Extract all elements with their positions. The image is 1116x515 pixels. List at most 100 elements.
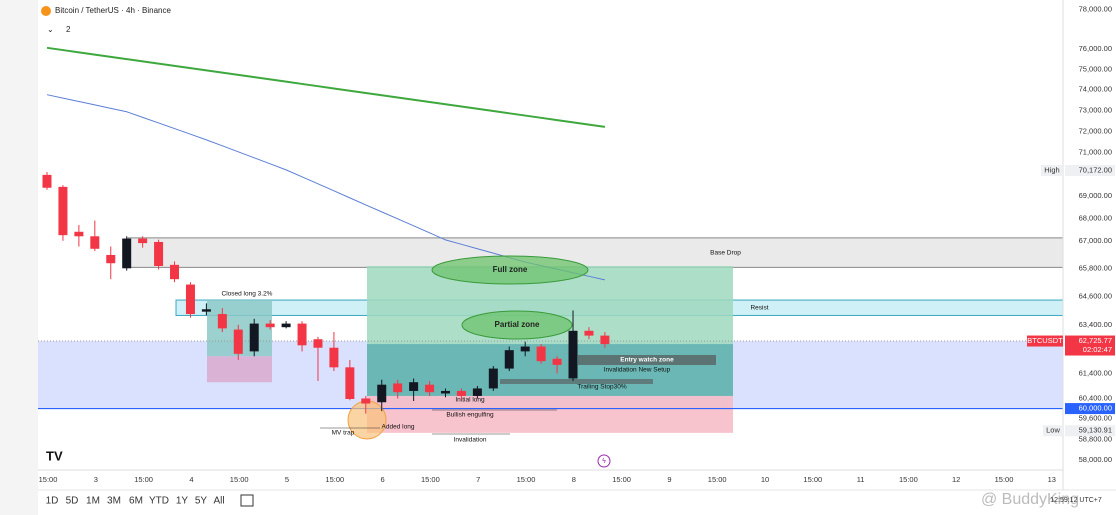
candle-body xyxy=(584,330,594,336)
x-tick-label: 3 xyxy=(94,475,98,484)
zone-ellipse xyxy=(431,255,589,285)
range-button[interactable]: All xyxy=(213,496,224,507)
x-tick-label: 5 xyxy=(285,475,289,484)
candle-body xyxy=(520,346,530,352)
margin xyxy=(0,0,38,515)
annotation: Invalidation New Setup xyxy=(604,367,671,374)
range-button[interactable]: 3M xyxy=(107,496,121,507)
candle-body xyxy=(281,323,291,328)
price-tag-value: 60,000.00 xyxy=(1079,404,1112,413)
candle-body xyxy=(313,339,323,348)
symbol-title: Bitcoin / TetherUS · 4h · Binance xyxy=(55,6,171,15)
range-button[interactable]: 5Y xyxy=(195,496,208,507)
watermark: @ BuddyKing xyxy=(981,491,1079,508)
x-tick-label: 9 xyxy=(667,475,671,484)
x-tick-label: 6 xyxy=(381,475,385,484)
range-button[interactable]: 1Y xyxy=(176,496,189,507)
y-tick-label: 67,000.00 xyxy=(1079,236,1112,245)
candle-body xyxy=(600,335,610,345)
range-button[interactable]: 1D xyxy=(46,496,59,507)
candle-body xyxy=(504,350,514,369)
x-tick-label: 10 xyxy=(761,475,769,484)
zone xyxy=(127,237,1064,268)
candle-body xyxy=(377,384,387,403)
x-tick-label: 15:00 xyxy=(517,475,536,484)
y-tick-label: 60,400.00 xyxy=(1079,393,1112,402)
price-tag-value: 59,130.91 xyxy=(1079,426,1112,435)
candle-body xyxy=(201,309,211,312)
candle-body xyxy=(42,174,52,188)
price-tag-label: Low xyxy=(1046,426,1060,435)
y-tick-label: 63,400.00 xyxy=(1079,320,1112,329)
candle-body xyxy=(170,264,180,280)
y-tick-label: 61,400.00 xyxy=(1079,368,1112,377)
annotation: Full zone xyxy=(493,265,528,274)
x-tick-label: 4 xyxy=(189,475,193,484)
candle-body xyxy=(297,323,307,346)
candle-body xyxy=(536,346,546,362)
annotation: Invalidation xyxy=(454,437,487,444)
label-box xyxy=(500,379,653,384)
x-tick-label: 8 xyxy=(572,475,576,484)
calendar-icon[interactable] xyxy=(240,494,254,507)
y-tick-label: 78,000.00 xyxy=(1079,5,1112,14)
annotation: Bullish engulfing xyxy=(446,412,494,419)
range-button[interactable]: 6M xyxy=(129,496,143,507)
annotation: Trailing Stop30% xyxy=(577,384,626,391)
range-button[interactable]: 1M xyxy=(86,496,100,507)
zone xyxy=(207,356,272,383)
indicator-count: 2 xyxy=(66,25,71,34)
annotation: Added long xyxy=(382,424,415,431)
y-tick-label: 76,000.00 xyxy=(1079,44,1112,53)
price-tag-label-box xyxy=(1027,335,1063,347)
chevron: ⌄ xyxy=(47,25,54,34)
x-tick-label: 15:00 xyxy=(39,475,58,484)
candle-body xyxy=(138,238,148,244)
x-tick-label: 15:00 xyxy=(899,475,918,484)
candle-body xyxy=(552,358,562,365)
candle-body xyxy=(409,382,419,391)
price-tag-value: 70,172.00 xyxy=(1079,165,1112,174)
y-tick-label: 73,000.00 xyxy=(1079,105,1112,114)
y-tick-label: 69,000.00 xyxy=(1079,191,1112,200)
annotation: Partial zone xyxy=(495,320,540,329)
annotation: Entry watch zone xyxy=(620,357,674,364)
candle-body xyxy=(361,398,371,404)
moving-average xyxy=(46,46,606,128)
zone-label: Base Drop xyxy=(710,249,741,256)
candle-body xyxy=(488,368,498,389)
candle-body xyxy=(441,390,450,394)
y-tick-label: 58,000.00 xyxy=(1079,455,1112,464)
y-tick-label: 65,800.00 xyxy=(1079,263,1112,272)
y-tick-label: 68,000.00 xyxy=(1079,213,1112,222)
zone-ellipse xyxy=(461,310,573,340)
annotation: Closed long 3.2% xyxy=(222,291,273,298)
x-tick-label: 15:00 xyxy=(421,475,440,484)
candle-body xyxy=(249,323,259,352)
event-icon xyxy=(597,454,611,468)
candle-body xyxy=(425,384,435,393)
coin-icon xyxy=(41,6,51,16)
price-tag xyxy=(1065,403,1115,415)
x-tick-label: 15:00 xyxy=(325,475,344,484)
candle-body xyxy=(393,383,403,393)
x-tick-label: 15:00 xyxy=(708,475,727,484)
range-button[interactable]: YTD xyxy=(149,496,169,507)
candle-body xyxy=(185,284,195,315)
price-tag-label-box xyxy=(1043,425,1063,437)
logo: TV xyxy=(46,448,63,463)
candle-body xyxy=(233,329,243,354)
x-tick-label: 15:00 xyxy=(612,475,631,484)
y-tick-label: 59,600.00 xyxy=(1079,414,1112,423)
event-bolt: ϟ xyxy=(602,458,606,465)
candle-body xyxy=(265,323,275,328)
candle-body xyxy=(472,388,482,396)
y-tick-label: 58,800.00 xyxy=(1079,434,1112,443)
x-tick-label: 15:00 xyxy=(995,475,1014,484)
x-tick-label: 11 xyxy=(857,475,865,484)
candle-body xyxy=(90,236,100,249)
y-tick-label: 74,000.00 xyxy=(1079,85,1112,94)
range-button[interactable]: 5D xyxy=(66,496,79,507)
y-tick-label: 71,000.00 xyxy=(1079,148,1112,157)
